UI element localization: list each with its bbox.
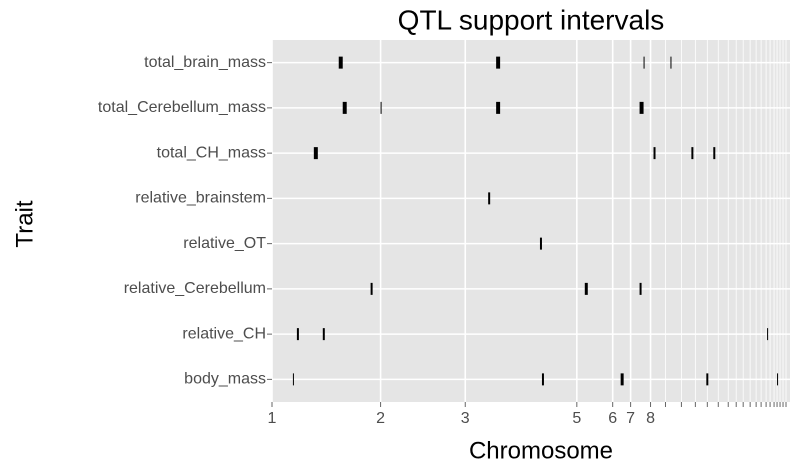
interval [643,56,645,69]
x-tick-label: 3 [461,410,470,427]
interval [539,237,542,250]
x-tick-label: 8 [646,410,655,427]
interval [706,373,709,386]
interval [670,56,672,69]
x-tick-label: 7 [626,410,635,427]
interval [639,282,642,295]
interval [496,56,501,69]
interval [370,282,373,295]
y-tick-label: total_Cerebellum_mass [98,99,266,116]
x-tick-label: 6 [608,410,617,427]
plot-background [272,40,790,402]
interval [653,147,656,160]
interval [584,282,588,295]
y-tick-label: total_brain_mass [144,54,266,71]
x-tick-label: 5 [572,410,581,427]
x-tick-label: 2 [376,410,385,427]
interval [342,101,347,114]
y-tick-label: total_CH_mass [157,144,266,161]
interval [338,56,343,69]
y-tick-label: relative_brainstem [135,190,266,207]
interval [767,328,769,341]
x-tick-label: 1 [268,410,277,427]
interval [296,328,299,341]
interval [639,101,644,114]
interval [488,192,491,205]
chart-title: QTL support intervals [398,4,665,35]
interval [777,373,779,386]
y-tick-label: relative_OT [183,235,266,252]
interval [380,101,382,114]
y-tick-label: relative_CH [182,325,266,342]
interval [620,373,624,386]
interval [691,147,694,160]
interval [322,328,325,341]
y-tick-label: body_mass [184,371,266,388]
interval [496,101,501,114]
interval [541,373,544,386]
interval [313,147,318,160]
y-axis-label: Trait [11,200,38,247]
y-tick-label: relative_Cerebellum [124,280,266,297]
x-axis-label: Chromosome [469,437,613,464]
interval [292,373,294,386]
interval [713,147,716,160]
